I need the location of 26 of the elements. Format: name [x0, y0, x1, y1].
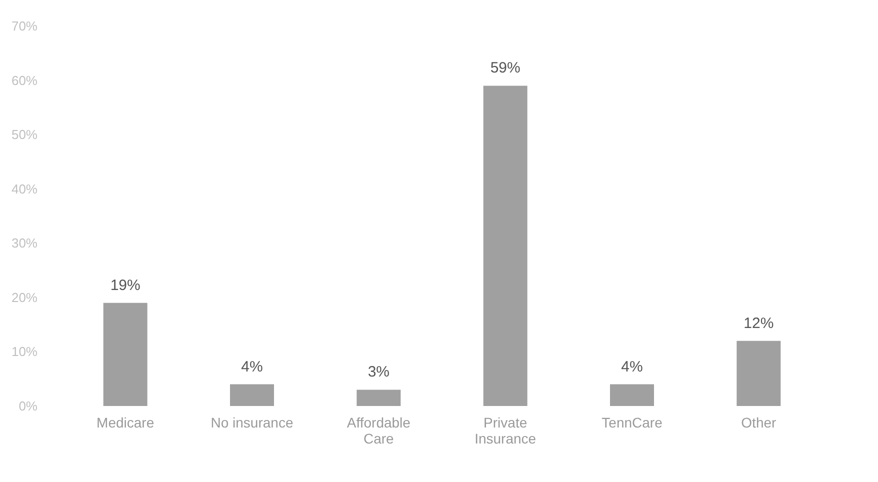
x-tick-label: Medicare	[96, 414, 154, 430]
y-tick-label: 0%	[18, 398, 38, 414]
data-label: 19%	[110, 276, 140, 294]
data-label: 12%	[744, 314, 774, 332]
y-tick-label: 10%	[11, 344, 38, 360]
data-label: 4%	[241, 358, 263, 376]
bar	[483, 86, 528, 406]
data-label: 3%	[368, 364, 390, 381]
data-label: 59%	[490, 60, 520, 77]
y-tick-label: 50%	[11, 127, 38, 142]
bar	[356, 390, 401, 406]
y-tick-label: 30%	[11, 236, 38, 251]
y-tick-label: 70%	[11, 18, 38, 34]
x-tick-label: TennCare	[602, 414, 663, 430]
bar	[103, 302, 148, 406]
x-tick-label: Private Insurance	[474, 414, 536, 446]
y-tick-label: 60%	[11, 72, 38, 88]
x-tick-label: Affordable Care	[346, 414, 411, 446]
data-label: 4%	[621, 358, 643, 376]
x-tick-label: No insurance	[210, 414, 294, 430]
bar	[736, 340, 781, 406]
bar	[230, 384, 274, 406]
y-tick-label: 20%	[11, 290, 38, 305]
y-tick-label: 40%	[11, 181, 38, 196]
bar	[610, 384, 654, 406]
x-tick-label: Other	[741, 414, 777, 430]
